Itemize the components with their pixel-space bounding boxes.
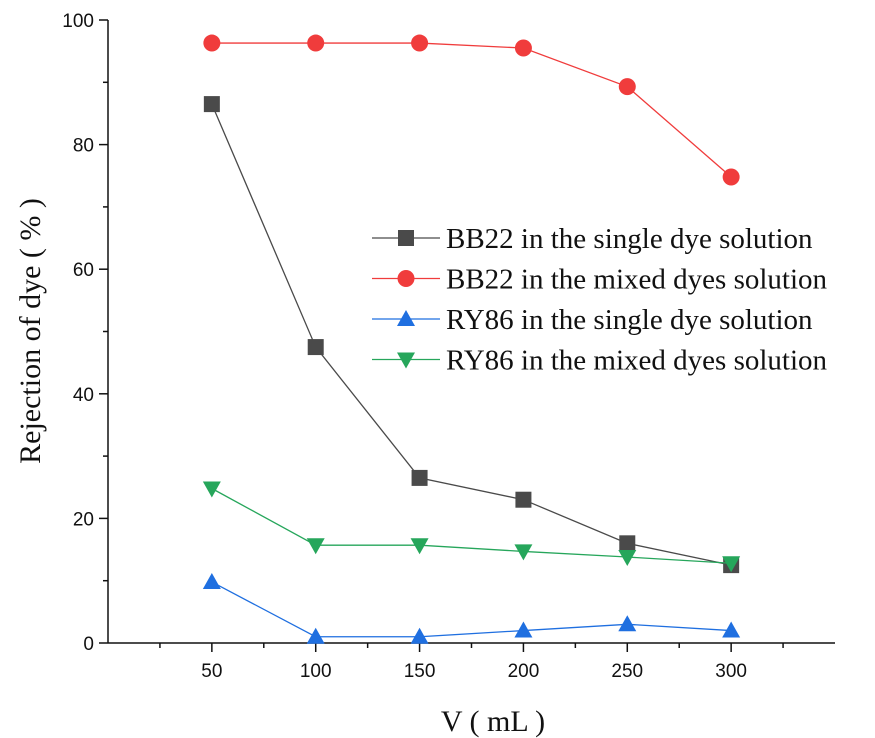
data-point [514,544,533,561]
y-tick-label: 60 [73,260,94,281]
y-tick-label: 40 [73,385,94,406]
series-1 [203,96,740,574]
data-point [722,556,741,573]
x-axis-title: V ( mL ) [441,705,545,738]
series-3 [202,572,741,644]
data-point [411,469,428,486]
data-point [618,615,637,632]
legend-item: BB22 in the single dye solution [372,223,813,255]
data-point [410,538,429,555]
data-point [203,34,221,52]
legend: BB22 in the single dye solution BB22 in t… [372,223,828,377]
data-point [618,78,636,96]
data-point [411,34,429,52]
data-point [203,96,220,113]
data-point [722,621,741,638]
series-line [211,487,732,564]
data-point [306,627,325,644]
data-point [618,550,637,567]
series-2 [203,34,740,186]
series-line [211,581,732,638]
x-tick-label: 100 [300,661,332,682]
series-line [211,42,732,178]
legend-marker [398,230,414,246]
data-point [202,572,221,589]
y-tick-label: 80 [73,136,94,157]
data-point [410,627,429,644]
x-tick-label: 200 [508,661,540,682]
data-point [619,535,636,552]
data-point [514,39,532,57]
legend-marker [397,310,415,326]
legend-label: BB22 in the single dye solution [446,223,813,255]
legend-label: RY86 in the single dye solution [446,304,813,336]
legend-item: RY86 in the single dye solution [372,304,813,336]
data-point [202,481,221,498]
series-layer [202,34,741,644]
axes: 50 100 150 200 250 300 0 20 40 60 80 100 [62,11,835,682]
data-point [514,621,533,638]
data-point [722,168,740,186]
legend-marker [397,270,415,287]
data-point [307,339,324,356]
data-point [306,538,325,555]
x-tick-label: 300 [715,661,747,682]
data-point [307,34,325,52]
x-tick-label: 150 [404,661,436,682]
y-tick-label: 100 [62,11,94,32]
series-line [211,103,732,566]
y-tick-label: 20 [73,509,94,530]
x-tick-label: 50 [201,661,222,682]
x-tick-label: 250 [611,661,643,682]
y-axis-title: Rejection of dye ( % ) [14,198,47,464]
series-4 [202,481,741,573]
legend-item: RY86 in the mixed dyes solution [372,345,828,377]
data-point [515,491,532,508]
y-tick-label: 0 [83,634,94,655]
legend-marker [397,352,415,369]
legend-label: BB22 in the mixed dyes solution [446,264,828,296]
legend-item: BB22 in the mixed dyes solution [372,264,828,296]
legend-label: RY86 in the mixed dyes solution [446,345,828,377]
